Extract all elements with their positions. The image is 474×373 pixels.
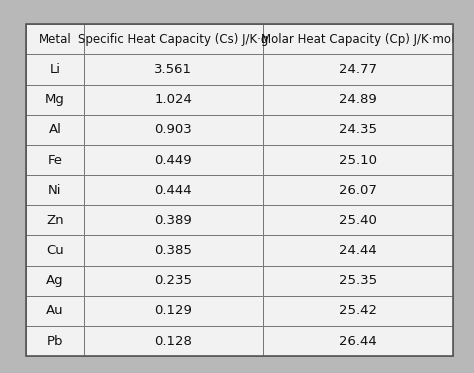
Bar bbox=[26, 175, 83, 205]
Bar bbox=[26, 205, 83, 235]
Text: Molar Heat Capacity (Cp) J/K·mol: Molar Heat Capacity (Cp) J/K·mol bbox=[261, 33, 455, 46]
Text: Li: Li bbox=[49, 63, 60, 76]
Bar bbox=[26, 54, 83, 85]
Bar bbox=[83, 205, 263, 235]
Bar bbox=[263, 266, 453, 296]
Text: Ag: Ag bbox=[46, 274, 64, 287]
Bar bbox=[26, 145, 83, 175]
Bar bbox=[263, 145, 453, 175]
Text: Specific Heat Capacity (Cs) J/K·g: Specific Heat Capacity (Cs) J/K·g bbox=[78, 33, 268, 46]
Text: 0.129: 0.129 bbox=[155, 304, 192, 317]
Text: 0.389: 0.389 bbox=[155, 214, 192, 227]
Text: Mg: Mg bbox=[45, 93, 65, 106]
Text: Metal: Metal bbox=[38, 33, 71, 46]
Text: 1.024: 1.024 bbox=[155, 93, 192, 106]
Text: 25.35: 25.35 bbox=[339, 274, 377, 287]
Bar bbox=[83, 296, 263, 326]
Text: Pb: Pb bbox=[46, 335, 63, 348]
Bar bbox=[83, 115, 263, 145]
Bar bbox=[26, 266, 83, 296]
Text: 26.44: 26.44 bbox=[339, 335, 377, 348]
Bar bbox=[263, 326, 453, 356]
Bar bbox=[83, 145, 263, 175]
Bar bbox=[26, 85, 83, 115]
Bar bbox=[83, 24, 263, 54]
Text: Ni: Ni bbox=[48, 184, 62, 197]
Bar bbox=[263, 296, 453, 326]
Bar bbox=[263, 54, 453, 85]
Text: 24.77: 24.77 bbox=[339, 63, 377, 76]
Text: 24.89: 24.89 bbox=[339, 93, 377, 106]
Bar bbox=[26, 326, 83, 356]
Text: 24.44: 24.44 bbox=[339, 244, 377, 257]
Bar bbox=[263, 24, 453, 54]
Bar bbox=[263, 175, 453, 205]
Text: 0.449: 0.449 bbox=[155, 154, 192, 167]
Bar bbox=[83, 85, 263, 115]
Text: Zn: Zn bbox=[46, 214, 64, 227]
Bar bbox=[263, 235, 453, 266]
Bar bbox=[26, 115, 83, 145]
Bar bbox=[26, 24, 453, 356]
Bar bbox=[26, 296, 83, 326]
Bar bbox=[263, 85, 453, 115]
Text: 0.903: 0.903 bbox=[155, 123, 192, 137]
Text: 25.40: 25.40 bbox=[339, 214, 377, 227]
Bar bbox=[26, 235, 83, 266]
Text: 0.385: 0.385 bbox=[155, 244, 192, 257]
Text: 0.444: 0.444 bbox=[155, 184, 192, 197]
Bar bbox=[263, 115, 453, 145]
Text: 25.10: 25.10 bbox=[339, 154, 377, 167]
Text: Al: Al bbox=[48, 123, 61, 137]
Text: Cu: Cu bbox=[46, 244, 64, 257]
Bar bbox=[83, 235, 263, 266]
Bar bbox=[83, 54, 263, 85]
Text: 25.42: 25.42 bbox=[339, 304, 377, 317]
Bar bbox=[83, 326, 263, 356]
Bar bbox=[26, 24, 83, 54]
Text: Fe: Fe bbox=[47, 154, 63, 167]
Text: 3.561: 3.561 bbox=[154, 63, 192, 76]
Text: 0.235: 0.235 bbox=[154, 274, 192, 287]
Bar bbox=[83, 266, 263, 296]
Text: 0.128: 0.128 bbox=[155, 335, 192, 348]
Bar bbox=[83, 175, 263, 205]
Text: 26.07: 26.07 bbox=[339, 184, 377, 197]
Text: 24.35: 24.35 bbox=[339, 123, 377, 137]
Text: Au: Au bbox=[46, 304, 64, 317]
Bar bbox=[263, 205, 453, 235]
